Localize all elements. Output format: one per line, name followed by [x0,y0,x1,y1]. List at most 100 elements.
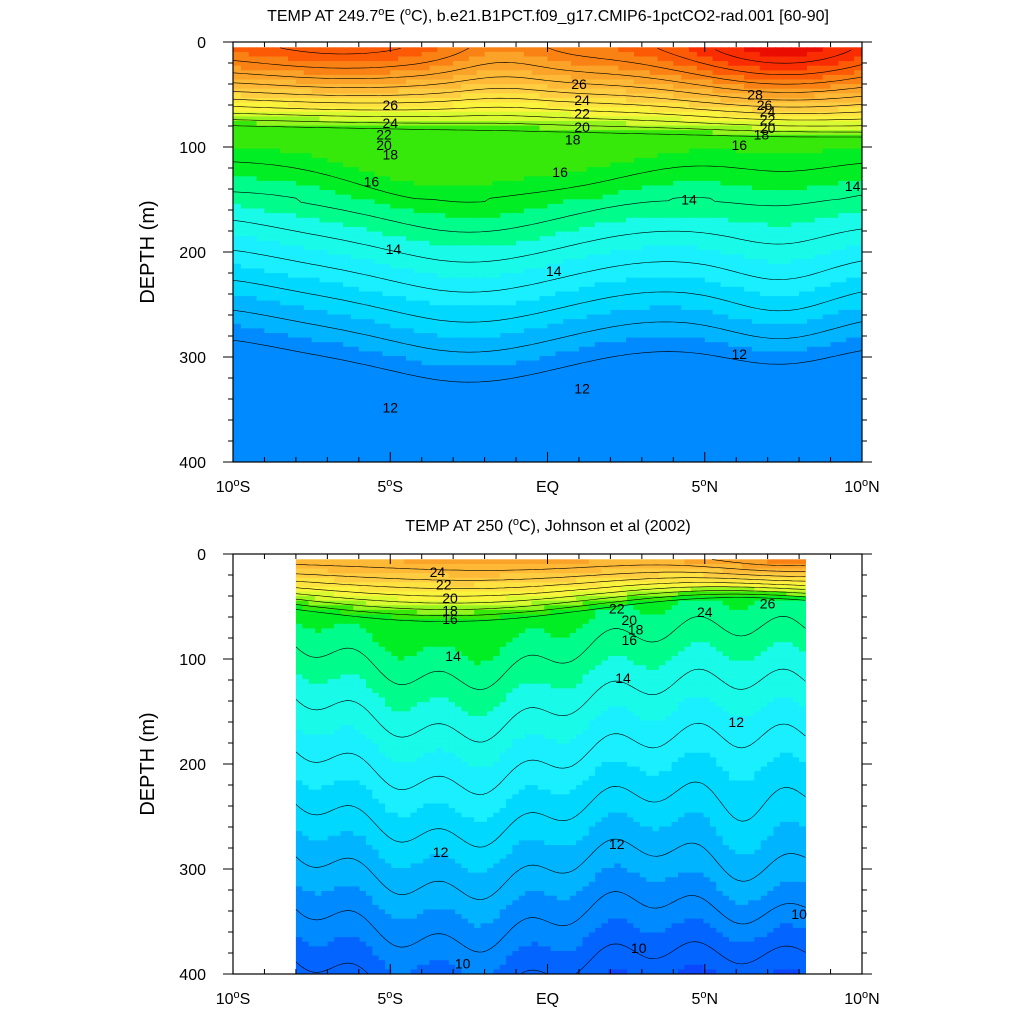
contour-label: 24 [760,103,776,119]
panel-title-observation: TEMP AT 250 (oC), Johnson et al (2002) [405,516,690,535]
y-tick-label: 100 [179,140,206,157]
isotherm-19 [233,119,862,133]
contour-label: 14 [615,670,631,686]
contour-label: 10 [631,940,647,956]
contour-label: 20 [376,137,392,153]
isotherm-21 [233,106,862,121]
contour-label: 24 [697,604,713,620]
contour-label: 26 [383,97,399,113]
isotherm-13 [295,781,806,848]
isotherm-17 [233,161,862,203]
contour-label: 18 [754,126,770,142]
x-tick-label: 5oS [377,477,403,496]
x-tick-label: 10oS [216,477,251,496]
y-tick-label: 400 [179,967,206,984]
contour-label: 10 [791,906,807,922]
y-tick-label: 300 [179,350,206,367]
contour-labels: 2624222018161414141416182022242628262422… [364,76,861,415]
contour-label: 14 [445,648,461,664]
contour-label: 26 [760,595,776,611]
x-tick-label: 5oS [377,989,403,1008]
y-tick-label: 100 [179,652,206,669]
contour-label: 26 [571,76,587,92]
contour-label: 16 [732,137,748,153]
isotherm-24 [233,76,862,101]
isotherm-19 [295,590,806,610]
x-tick-label: 10oS [216,989,251,1008]
y-tick-label: 200 [179,245,206,262]
contour-label: 18 [442,603,458,619]
contour-label: 12 [574,381,590,397]
isotherm-28 [715,49,852,64]
y-tick-label: 0 [197,35,206,52]
isotherm-18 [233,125,862,138]
contour-label: 20 [760,120,776,136]
contour-label: 22 [760,112,776,128]
isotherm-18 [295,593,806,616]
isotherm-15 [295,668,806,743]
contour-label: 12 [383,399,399,415]
contour-label: 14 [546,263,562,279]
isotherm-23 [295,571,806,581]
isotherm-21 [295,582,806,597]
x-tick-label: EQ [536,479,559,496]
isotherm-11 [295,891,806,953]
isotherm-16 [233,191,862,233]
isotherm-26 [233,47,862,85]
panel-model: TEMP AT 249.7oE (oC), b.e21.B1PCT.f09_g1… [137,6,880,496]
contour-label: 24 [574,92,590,108]
isotherm-16 [295,615,806,690]
x-tick-label: 5oN [691,989,718,1008]
panel-title-model: TEMP AT 249.7oE (oC), b.e21.B1PCT.f09_g1… [267,6,829,25]
contour-label: 12 [609,836,625,852]
isotherm-22 [295,577,806,589]
contour-label: 12 [433,844,449,860]
x-tick-label: 10oN [844,477,879,496]
y-tick-label: 300 [179,862,206,879]
x-tick-label: 10oN [844,989,879,1008]
isotherm-12 [295,838,806,900]
isotherm-15 [233,219,862,263]
y-axis-label: DEPTH (m) [137,712,159,815]
contour-label: 22 [609,601,625,617]
isotherm-14 [233,249,862,293]
contour-label: 16 [552,164,568,180]
contour-label: 22 [436,577,452,593]
contour-label: 10 [455,956,471,972]
x-axis: 10oS 5oS EQ 5oN 10oN [216,42,880,496]
contour-label: 20 [574,119,590,135]
contour-label: 28 [747,87,763,103]
isotherm-23 [233,88,862,108]
contour-label: 16 [622,632,638,648]
isotherm-22 [233,97,862,114]
contour-label: 16 [442,611,458,627]
isotherm-20 [233,112,862,127]
contour-label: 18 [383,146,399,162]
x-tick-label: 5oN [691,477,718,496]
y-axis: 0 100 200 300 400 [179,35,872,472]
contour-label: 18 [565,132,581,148]
contour-label: 16 [364,174,380,190]
contour-label: 20 [622,612,638,628]
y-tick-label: 0 [197,547,206,564]
x-tick-label: EQ [536,991,559,1008]
panel-observation: TEMP AT 250 (oC), Johnson et al (2002) 2… [137,516,880,1008]
contour-lines [233,47,862,383]
isotherm-14 [295,722,806,795]
y-axis: 0 100 200 300 400 [179,547,872,984]
contour-label: 18 [628,622,644,638]
isotherm-27 [280,47,862,75]
contour-label: 24 [383,115,399,131]
contour-label: 14 [845,178,861,194]
y-tick-label: 400 [179,455,206,472]
contour-label: 14 [681,192,697,208]
contour-label: 22 [376,126,392,142]
isotherm-11 [233,339,862,383]
isotherm-24 [295,564,806,572]
isotherm-17 [295,597,806,622]
isotherm-13 [233,279,862,323]
contour-label: 26 [757,97,773,113]
x-axis: 10oS 5oS EQ 5oN 10oN [216,554,880,1008]
contour-label: 22 [574,105,590,121]
isotherm-20 [295,586,806,604]
